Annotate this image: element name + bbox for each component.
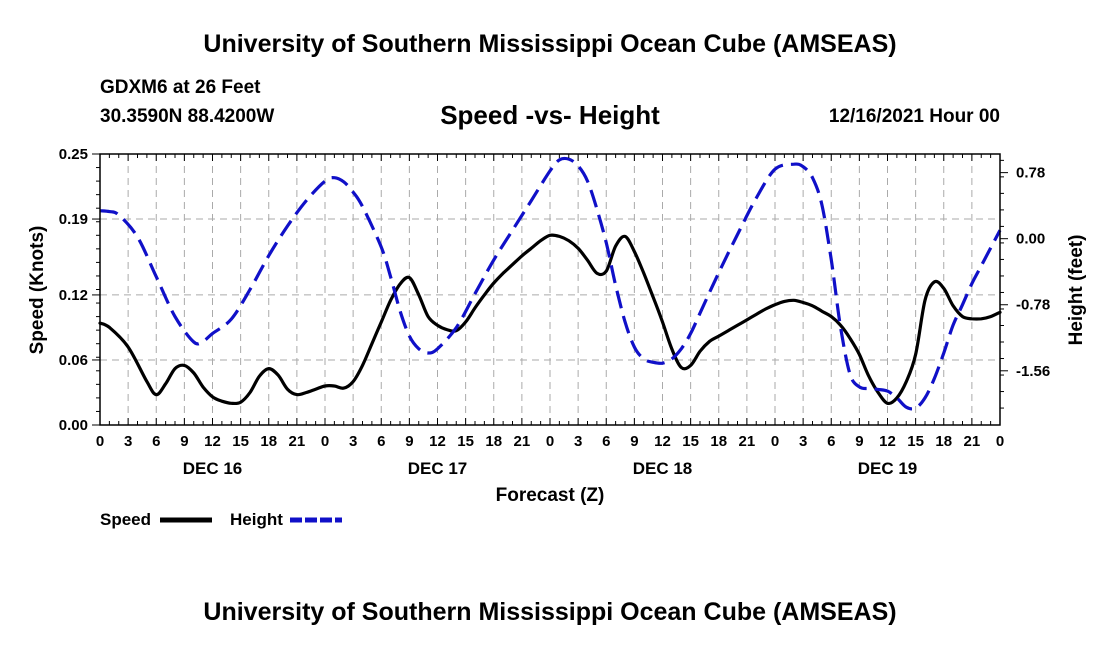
y-left-tick-label: 0.25 bbox=[59, 146, 88, 163]
day-label: DEC 17 bbox=[408, 459, 468, 478]
y-right-tick-label: -0.78 bbox=[1016, 297, 1050, 314]
x-tick-label: 0 bbox=[996, 433, 1004, 450]
y-left-tick-label: 0.19 bbox=[59, 211, 88, 228]
speed-height-chart: 0 3 6 9 12 15 18 21 0 3 6 9 12 15 18 21 0 3 6 9 12 15 18 21 0 3 6 9… bbox=[27, 146, 1087, 529]
legend: Speed Height bbox=[100, 510, 342, 529]
y-right-tick-label: 0.78 bbox=[1016, 165, 1045, 182]
x-tick-label: 12 bbox=[204, 433, 221, 450]
x-tick-label: 21 bbox=[514, 433, 531, 450]
x-tick-label: 21 bbox=[964, 433, 981, 450]
x-tick-label: 6 bbox=[827, 433, 835, 450]
x-tick-label: 15 bbox=[682, 433, 699, 450]
x-tick-label: 3 bbox=[799, 433, 807, 450]
axis-layer: 0 3 6 9 12 15 18 21 0 3 6 9 12 15 18 21 0 3 6 9 12 15 18 21 0 3 6 9… bbox=[59, 146, 1050, 478]
x-tick-label: 0 bbox=[96, 433, 104, 450]
x-tick-label: 21 bbox=[739, 433, 756, 450]
x-tick-label: 18 bbox=[935, 433, 952, 450]
y-axis-label-right: Height (feet) bbox=[1066, 235, 1087, 346]
x-tick-label: 0 bbox=[771, 433, 779, 450]
y-left-tick-label: 0.12 bbox=[59, 287, 88, 304]
x-tick-label: 6 bbox=[377, 433, 385, 450]
day-label: DEC 19 bbox=[858, 459, 918, 478]
x-tick-label: 15 bbox=[907, 433, 924, 450]
coordinates-label: 30.3590N 88.4200W bbox=[100, 106, 275, 127]
y-right-tick-label: 0.00 bbox=[1016, 231, 1045, 248]
x-axis-label: Forecast (Z) bbox=[496, 485, 605, 506]
x-tick-label: 9 bbox=[855, 433, 863, 450]
x-tick-label: 9 bbox=[405, 433, 413, 450]
x-tick-label: 12 bbox=[879, 433, 896, 450]
y-axis-label-left: Speed (Knots) bbox=[27, 226, 48, 355]
x-tick-label: 3 bbox=[574, 433, 582, 450]
x-tick-label: 18 bbox=[710, 433, 727, 450]
x-tick-label: 18 bbox=[260, 433, 277, 450]
y-right-tick-label: -1.56 bbox=[1016, 363, 1050, 380]
x-tick-label: 3 bbox=[349, 433, 357, 450]
series-layer bbox=[98, 156, 1002, 411]
day-label: DEC 18 bbox=[633, 459, 693, 478]
x-tick-label: 0 bbox=[546, 433, 554, 450]
chart-title: Speed -vs- Height bbox=[440, 100, 660, 130]
grid-layer bbox=[100, 154, 1000, 425]
legend-label-height: Height bbox=[230, 510, 283, 529]
footer-title: University of Southern Mississippi Ocean… bbox=[203, 598, 897, 626]
x-tick-label: 3 bbox=[124, 433, 132, 450]
series-line-height bbox=[99, 156, 1002, 411]
y-left-tick-label: 0.00 bbox=[59, 417, 88, 434]
legend-label-speed: Speed bbox=[100, 510, 151, 529]
day-label: DEC 16 bbox=[183, 459, 243, 478]
x-tick-label: 9 bbox=[630, 433, 638, 450]
x-tick-label: 12 bbox=[654, 433, 671, 450]
x-tick-label: 21 bbox=[289, 433, 306, 450]
x-tick-label: 18 bbox=[485, 433, 502, 450]
x-tick-label: 15 bbox=[457, 433, 474, 450]
page-title: University of Southern Mississippi Ocean… bbox=[203, 30, 897, 58]
x-tick-label: 12 bbox=[429, 433, 446, 450]
x-tick-label: 6 bbox=[602, 433, 610, 450]
x-tick-label: 0 bbox=[321, 433, 329, 450]
x-tick-label: 15 bbox=[232, 433, 249, 450]
y-left-tick-label: 0.06 bbox=[59, 352, 88, 369]
run-time-label: 12/16/2021 Hour 00 bbox=[828, 106, 1000, 127]
station-label: GDXM6 at 26 Feet bbox=[100, 77, 261, 98]
x-tick-label: 6 bbox=[152, 433, 160, 450]
series-line-speed bbox=[98, 233, 1002, 406]
x-tick-label: 9 bbox=[180, 433, 188, 450]
